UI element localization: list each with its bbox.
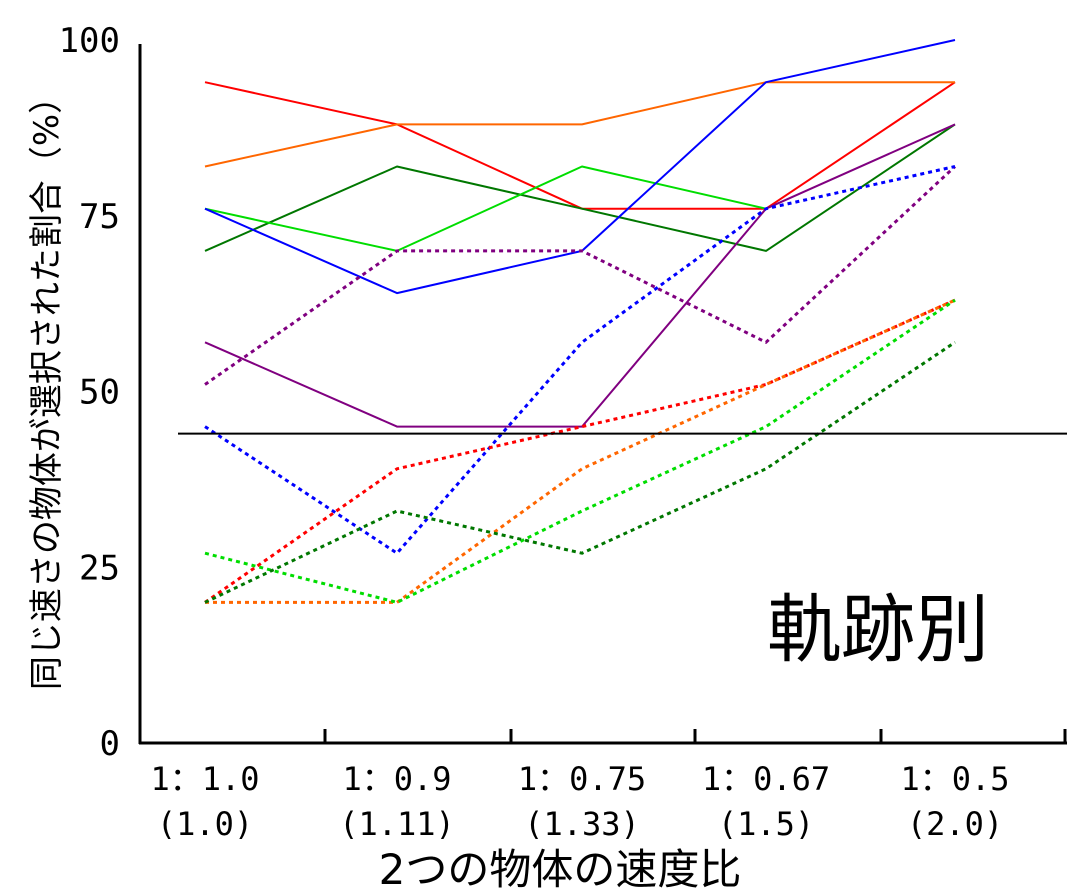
y-tick-label-50: 50 xyxy=(79,373,120,413)
x-tick-label-4: 1：0.67 xyxy=(702,760,830,798)
series-line-10-dotted xyxy=(205,298,956,604)
series-line-12-dotted xyxy=(204,341,956,604)
x-tick-sublabel-4: (1.5) xyxy=(718,805,814,843)
series-line-8-dotted xyxy=(204,165,956,555)
axis-layer xyxy=(138,44,1067,745)
x-tick-label-5: 1：0.5 xyxy=(900,760,1009,798)
y-axis-title: 同じ速さの物体が選択された割合（%） xyxy=(27,80,67,690)
series-line-2-solid xyxy=(204,81,955,168)
y-tick-label-100: 100 xyxy=(59,21,120,61)
x-tick-sublabel-2: (1.11) xyxy=(339,805,455,843)
y-tick-label-0: 0 xyxy=(100,724,120,764)
y-tick-label-25: 25 xyxy=(79,548,120,588)
x-tick-sublabel-3: (1.33) xyxy=(524,805,640,843)
x-tick-label-1: 1：1.0 xyxy=(150,760,259,798)
series-line-3-solid xyxy=(204,123,956,252)
y-tick-label-75: 75 xyxy=(79,197,120,237)
series-line-1-solid xyxy=(204,81,956,210)
x-tick-label-3: 1：0.75 xyxy=(518,760,646,798)
series-line-11-dotted xyxy=(204,298,956,604)
x-tick-label-2: 1：0.9 xyxy=(342,760,451,798)
series-layer xyxy=(204,39,957,604)
x-tick-sublabel-1: (1.0) xyxy=(157,805,253,843)
text-layer: 0 25 50 75 100 1：1.0 (1.0) 1：0.9 (1.11) 1：0.75 (1.… xyxy=(27,21,1010,892)
series-line-6-solid xyxy=(204,123,956,428)
x-axis-title: 2つの物体の速度比 xyxy=(379,845,742,892)
x-tick-sublabel-5: (2.0) xyxy=(907,805,1003,843)
series-line-4-solid xyxy=(204,165,767,252)
chart-annotation: 軌跡別 xyxy=(767,587,989,673)
series-line-7-dotted xyxy=(204,165,957,386)
